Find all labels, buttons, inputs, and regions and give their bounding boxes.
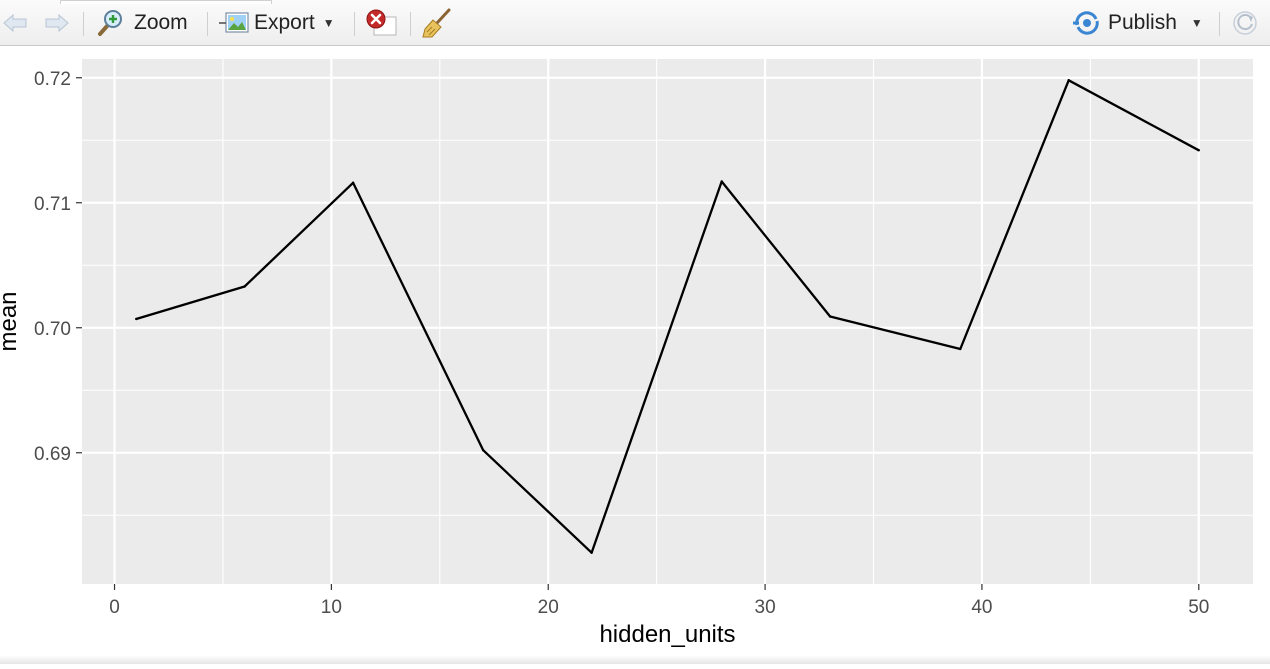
x-tick-label: 40 [971,597,992,618]
active-tab-edge [60,0,272,4]
data-point [135,317,138,321]
data-point [243,285,246,288]
x-tick-label: 30 [755,597,776,618]
x-tick-label: 0 [109,597,120,618]
data-point [1197,149,1200,152]
toolbar-divider [354,12,355,36]
data-point [828,315,832,318]
y-axis-label: mean [0,291,22,351]
data-point [481,449,485,452]
remove-plot-icon [366,9,397,36]
x-tick-label: 50 [1188,597,1209,618]
publish-icon [1073,11,1099,35]
refresh-icon [1233,11,1257,35]
export-dropdown-caret-icon: ▼ [322,16,335,30]
y-tick-label: 0.69 [34,444,71,465]
line-chart: 0 10 20 30 40 50 0.69 0.70 0.71 0.72 hidden_units m… [0,59,1253,648]
data-point [959,347,962,351]
remove-plot-button[interactable] [364,8,398,38]
zoom-label: Zoom [134,11,188,34]
zoom-button[interactable]: Zoom [96,8,188,38]
data-point [1067,79,1070,82]
toolbar-divider [410,12,411,36]
back-arrow-icon[interactable] [2,8,28,38]
data-point [720,180,723,183]
data-point [590,551,593,554]
plot-panel [82,59,1253,584]
export-button[interactable]: Export ▼ [218,8,335,38]
publish-dropdown-caret-icon: ▼ [1190,16,1203,30]
plot-viewer: 0 10 20 30 40 50 0.69 0.70 0.71 0.72 hidden_units m… [0,46,1270,664]
plot-toolbar: Zoom Export ▼ [0,0,1270,46]
y-tick-label: 0.72 [34,69,71,90]
toolbar-divider [83,12,84,36]
export-label: Export [254,11,315,34]
clear-all-plots-button[interactable] [420,8,454,38]
x-axis-label: hidden_units [599,621,735,648]
x-tick-label: 10 [321,597,342,618]
zoom-magnifier-icon [98,10,122,36]
forward-arrow-icon[interactable] [44,8,70,38]
pane-bottom-edge [0,655,1270,664]
x-tick-label: 20 [538,597,559,618]
export-image-icon [219,12,249,33]
publish-label: Publish [1108,11,1177,34]
refresh-button[interactable] [1230,8,1260,38]
y-tick-label: 0.70 [34,319,71,340]
toolbar-divider [207,12,208,36]
toolbar-divider [1219,12,1220,36]
publish-button[interactable]: Publish ▼ [1072,8,1203,38]
y-tick-label: 0.71 [34,194,71,215]
series-line [135,79,1200,554]
data-point [351,181,355,184]
broom-icon [422,8,451,38]
